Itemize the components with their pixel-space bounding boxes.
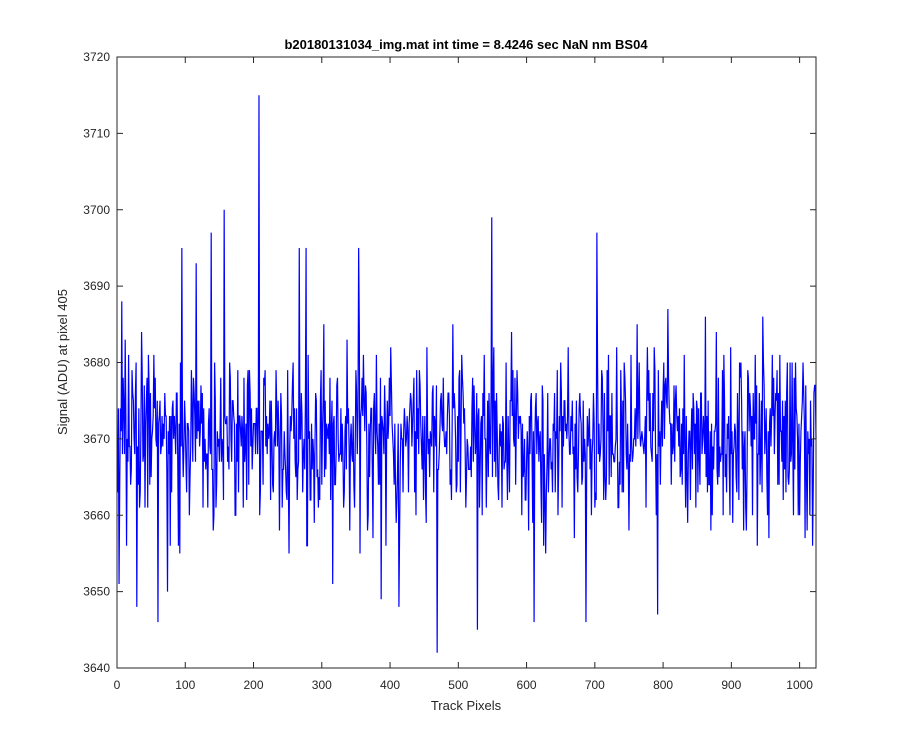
y-tick-label: 3710 bbox=[83, 126, 110, 140]
series-line-0 bbox=[117, 95, 817, 653]
y-axis-label: Signal (ADU) at pixel 405 bbox=[55, 289, 70, 435]
y-tick-label: 3680 bbox=[83, 356, 110, 370]
x-tick-label: 1000 bbox=[786, 678, 813, 692]
y-tick-label: 3700 bbox=[83, 203, 110, 217]
x-tick-label: 100 bbox=[175, 678, 195, 692]
x-axis-label: Track Pixels bbox=[431, 698, 502, 713]
axis-ticks: 0 100 200 300 400 500 600 700 800 900 1000 3640 3650… bbox=[83, 50, 816, 692]
x-tick-label: 200 bbox=[244, 678, 264, 692]
x-tick-label: 0 bbox=[114, 678, 121, 692]
x-tick-label: 300 bbox=[312, 678, 332, 692]
x-tick-label: 400 bbox=[380, 678, 400, 692]
x-tick-label: 700 bbox=[585, 678, 605, 692]
y-tick-label: 3670 bbox=[83, 432, 110, 446]
x-tick-label: 500 bbox=[448, 678, 468, 692]
chart-title: b20180131034_img.mat int time = 8.4246 s… bbox=[284, 37, 648, 52]
x-tick-label: 900 bbox=[721, 678, 741, 692]
y-tick-label: 3690 bbox=[83, 279, 110, 293]
axes-box bbox=[116, 56, 817, 669]
x-tick-label: 600 bbox=[517, 678, 537, 692]
y-tick-label: 3650 bbox=[83, 585, 110, 599]
y-tick-label: 3720 bbox=[83, 50, 110, 64]
x-tick-label: 800 bbox=[653, 678, 673, 692]
plot-area bbox=[117, 95, 817, 653]
y-tick-label: 3640 bbox=[83, 661, 110, 675]
y-tick-label: 3660 bbox=[83, 508, 110, 522]
